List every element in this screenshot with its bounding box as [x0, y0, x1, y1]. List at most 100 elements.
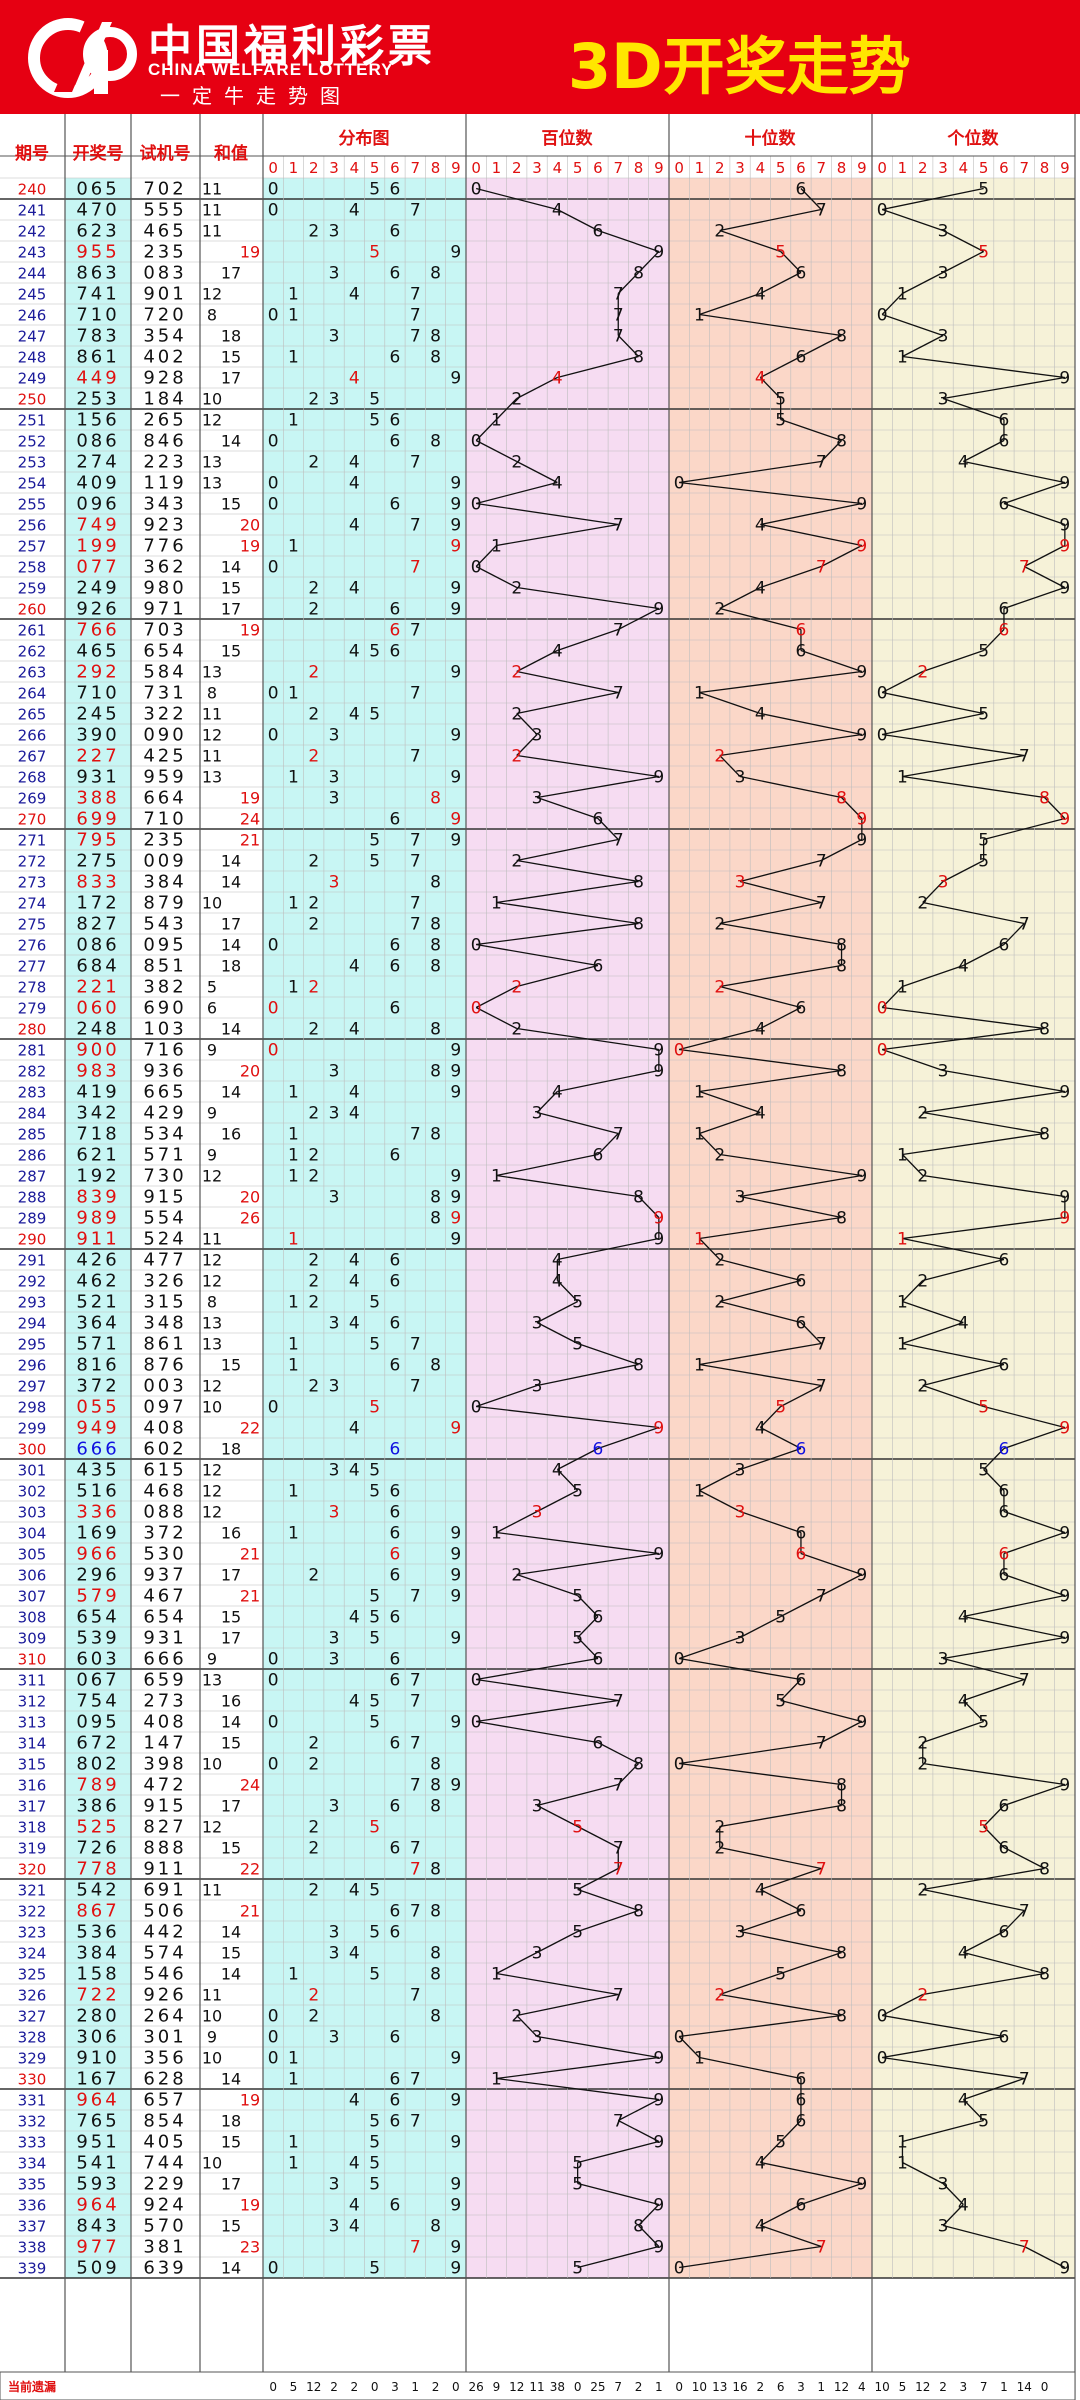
trend-point-tens: 6	[796, 2112, 807, 2132]
footer-bg	[0, 2371, 1076, 2400]
period-label: 272	[18, 853, 47, 871]
period-label: 332	[18, 2113, 47, 2131]
omission-units: 0	[1041, 2380, 1049, 2394]
distribution-mark: 5	[369, 2133, 380, 2153]
trend-line-units	[881, 986, 903, 1008]
trend-line-hundreds	[496, 1531, 659, 1555]
trend-point-hundreds: 2	[511, 978, 522, 998]
sum-value: 11	[202, 1986, 222, 2005]
sum-value: 15	[221, 348, 241, 367]
sum-value: 15	[221, 1839, 241, 1858]
trend-point-tens: 6	[796, 1272, 807, 1292]
distribution-mark: 7	[410, 684, 421, 704]
trend-point-units: 3	[938, 327, 949, 347]
trial-number: 702	[143, 179, 186, 200]
digit-header-tens: 7	[816, 159, 826, 177]
digit-header-units: 1	[898, 159, 908, 177]
trend-line-hundreds	[577, 1825, 619, 1849]
distribution-mark: 8	[430, 264, 441, 284]
trend-point-hundreds: 2	[511, 747, 522, 767]
distribution-mark: 4	[349, 285, 360, 305]
trial-number: 095	[143, 935, 186, 956]
draw-number: 384	[76, 1943, 119, 1964]
period-label: 325	[18, 1966, 47, 1984]
trend-line-hundreds	[638, 1196, 660, 1218]
draw-number: 342	[76, 1103, 119, 1124]
sum-value: 24	[240, 810, 260, 829]
period-label: 248	[18, 349, 47, 367]
trend-line-hundreds	[476, 502, 619, 526]
period-label: 328	[18, 2029, 47, 2047]
draw-number: 158	[76, 1964, 119, 1985]
digit-header-hundreds: 4	[553, 159, 563, 177]
trend-point-tens: 8	[836, 1776, 847, 1796]
trend-point-hundreds: 7	[613, 285, 624, 305]
draw-number: 306	[76, 2027, 119, 2048]
distribution-mark: 6	[390, 1314, 401, 1334]
sum-value: 19	[240, 2091, 260, 2110]
trend-point-hundreds: 5	[572, 1629, 583, 1649]
page-title: 3D开奖走势	[568, 30, 911, 103]
sum-value: 11	[202, 747, 222, 766]
omission-hundreds: 2	[635, 2380, 643, 2394]
distribution-mark: 5	[369, 1608, 380, 1628]
trend-point-tens: 5	[775, 2133, 786, 2153]
distribution-mark: 5	[369, 411, 380, 431]
trial-number: 776	[143, 536, 186, 557]
digit-header-dist: 5	[370, 159, 380, 177]
trend-line-hundreds	[516, 713, 538, 735]
sum-value: 13	[202, 453, 222, 472]
trend-line-hundreds	[476, 1720, 599, 1744]
trend-point-hundreds: 8	[633, 348, 644, 368]
trend-line-tens	[719, 229, 781, 253]
trend-point-hundreds: 8	[633, 873, 644, 893]
draw-number: 409	[76, 473, 119, 494]
sum-value: 9	[207, 1104, 217, 1123]
sum-value: 12	[202, 1503, 222, 1522]
trend-point-tens: 8	[836, 1797, 847, 1817]
trend-line-units	[882, 2014, 1005, 2038]
sum-value: 14	[221, 1965, 241, 1984]
sum-value: 18	[221, 1440, 241, 1459]
draw-number: 292	[76, 662, 119, 683]
distribution-mark: 6	[390, 1608, 401, 1628]
trial-number: 425	[143, 746, 186, 767]
trend-line-units	[942, 2183, 964, 2205]
draw-number: 364	[76, 1313, 119, 1334]
sum-value: 14	[221, 432, 241, 451]
distribution-mark: 6	[390, 642, 401, 662]
digit-header-hundreds: 7	[613, 159, 623, 177]
distribution-mark: 3	[329, 1062, 340, 1082]
trend-point-tens: 4	[755, 2217, 766, 2237]
omission-hundreds: 38	[550, 2380, 565, 2394]
distribution-mark: 1	[288, 978, 299, 998]
trial-number: 398	[143, 1754, 186, 1775]
logo-chinese-text: 中国福利彩票	[148, 21, 436, 72]
trend-point-tens: 4	[755, 1104, 766, 1124]
distribution-mark: 5	[369, 1923, 380, 1943]
trend-line-hundreds	[516, 691, 619, 715]
trial-number: 343	[143, 494, 186, 515]
trend-point-hundreds: 7	[613, 306, 624, 326]
trend-line-hundreds	[475, 1006, 518, 1030]
distribution-mark: 2	[308, 705, 319, 725]
distribution-mark: 6	[390, 1146, 401, 1166]
trend-point-hundreds: 0	[471, 936, 482, 956]
sum-value: 8	[207, 684, 217, 703]
draw-number: 419	[76, 1082, 119, 1103]
omission-dist: 5	[290, 2380, 298, 2394]
period-label: 260	[18, 601, 47, 619]
omission-tens: 10	[692, 2380, 707, 2394]
distribution-mark: 3	[329, 390, 340, 410]
distribution-mark: 8	[430, 957, 441, 977]
trend-point-hundreds: 3	[532, 1797, 543, 1817]
trend-point-units: 3	[938, 264, 949, 284]
trend-line-hundreds	[557, 208, 599, 232]
trend-line-units	[1023, 565, 1066, 589]
sum-value: 10	[202, 1398, 222, 1417]
trial-number: 744	[143, 2153, 186, 2174]
trend-line-hundreds	[638, 2225, 660, 2247]
trend-line-units	[963, 460, 1065, 484]
trend-point-tens: 3	[735, 873, 746, 893]
distribution-mark: 0	[268, 201, 279, 221]
